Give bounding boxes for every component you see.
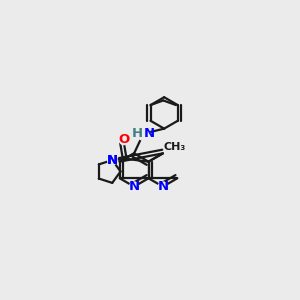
Text: CH₃: CH₃ bbox=[164, 142, 186, 152]
Circle shape bbox=[108, 155, 117, 165]
Text: O: O bbox=[118, 133, 129, 146]
Text: N: N bbox=[129, 180, 140, 193]
Text: N: N bbox=[107, 154, 118, 166]
Circle shape bbox=[119, 135, 128, 145]
Circle shape bbox=[108, 155, 117, 165]
Text: N: N bbox=[107, 154, 118, 166]
Text: H: H bbox=[132, 127, 143, 140]
Text: N: N bbox=[144, 127, 155, 140]
Circle shape bbox=[158, 182, 167, 191]
Circle shape bbox=[137, 127, 150, 140]
Text: N: N bbox=[158, 180, 169, 193]
Circle shape bbox=[130, 182, 139, 191]
